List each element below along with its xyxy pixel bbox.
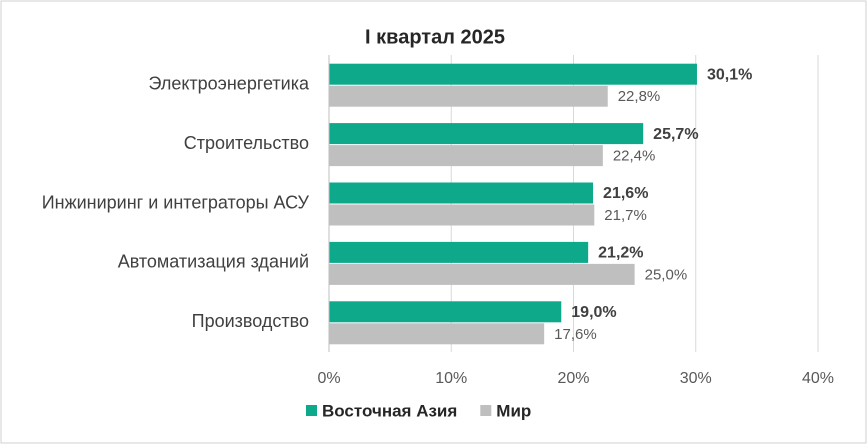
y-tick-label: Автоматизация зданий [118, 252, 309, 272]
value-label: 22,8% [618, 88, 661, 105]
y-tick-label: Строительство [184, 133, 309, 153]
legend-label: Восточная Азия [322, 401, 457, 420]
x-tick-label: 10% [435, 370, 467, 387]
bar [329, 263, 635, 285]
value-label: 22,4% [613, 148, 656, 165]
value-label: 30,1% [707, 66, 752, 83]
value-label: 25,7% [653, 126, 698, 143]
value-label: 19,0% [571, 304, 616, 321]
bar [329, 123, 644, 145]
x-tick-label: 20% [557, 370, 589, 387]
bar [329, 301, 562, 323]
value-label: 25,0% [645, 266, 688, 283]
x-tick-label: 30% [680, 370, 712, 387]
y-tick-label: Инжиниринг и интеграторы АСУ [42, 192, 310, 212]
x-tick-label: 0% [317, 370, 340, 387]
legend-label: Мир [496, 401, 531, 420]
x-tick-label: 40% [802, 370, 834, 387]
bar [329, 241, 589, 263]
bar [329, 145, 603, 167]
bar [329, 85, 608, 107]
value-label: 21,2% [598, 245, 643, 262]
legend-swatch [306, 405, 317, 416]
value-label: 21,6% [603, 185, 648, 202]
bar [329, 182, 594, 204]
value-label: 21,7% [604, 207, 647, 224]
y-tick-label: Электроэнергетика [148, 73, 309, 93]
chart-title: I квартал 2025 [365, 26, 505, 48]
bar [329, 323, 545, 345]
value-label: 17,6% [554, 326, 597, 343]
bar [329, 204, 595, 226]
y-tick-label: Производство [192, 311, 309, 331]
legend-swatch [480, 405, 492, 416]
bar [329, 63, 697, 85]
